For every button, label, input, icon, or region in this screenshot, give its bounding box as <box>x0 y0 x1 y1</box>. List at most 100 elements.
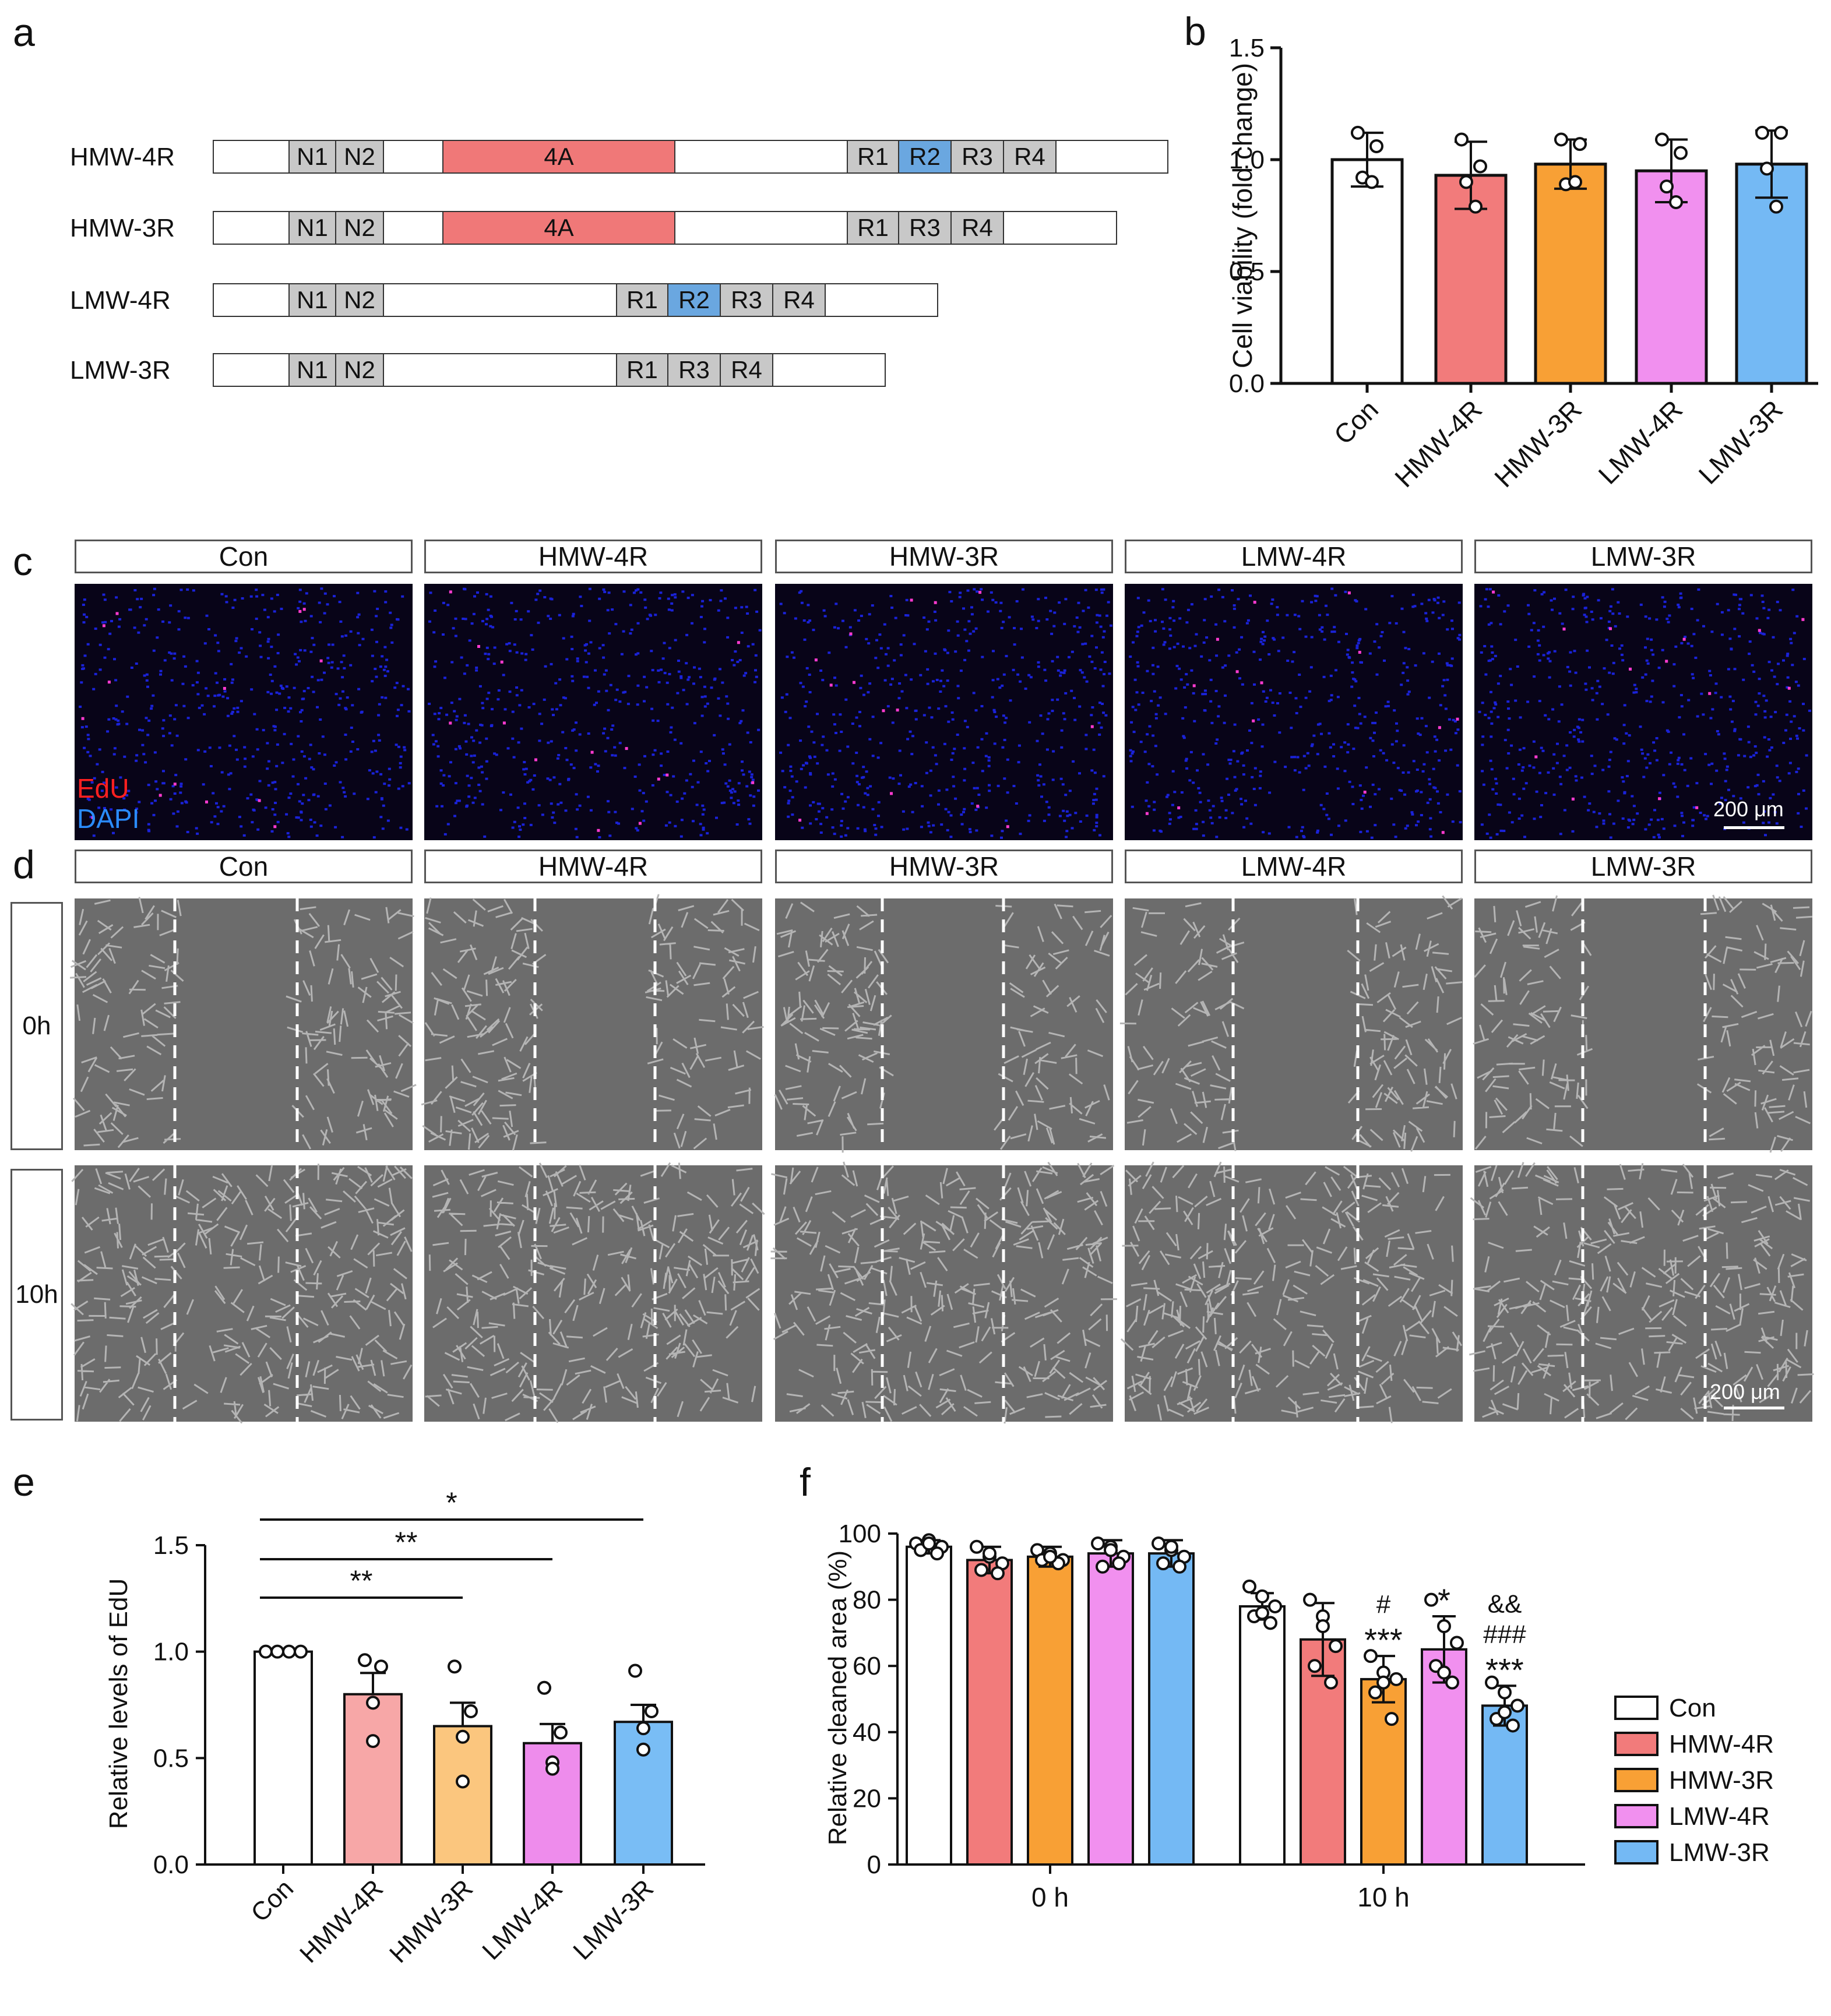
y-tick-label: 100 <box>839 1520 881 1548</box>
data-point <box>282 1644 296 1659</box>
y-tick-label: 80 <box>853 1586 881 1615</box>
y-tick-label: 1.5 <box>153 1531 189 1560</box>
data-point <box>922 1536 936 1551</box>
data-point <box>1573 137 1587 151</box>
y-tick-label: 0.0 <box>1229 369 1265 398</box>
data-point <box>1255 1606 1269 1620</box>
wound-image-1-4 <box>1469 1162 1814 1422</box>
data-point <box>1389 1672 1403 1686</box>
cells <box>1119 895 1463 1152</box>
data-point <box>1510 1698 1524 1713</box>
panel-letter-e: e <box>13 1460 35 1504</box>
data-point <box>1096 1559 1110 1574</box>
domain-n2: N2 <box>336 284 384 316</box>
y-tick-label: 40 <box>853 1718 881 1747</box>
wound-image-bg <box>424 898 762 1150</box>
data-point <box>270 1644 284 1659</box>
significance-mark: * <box>1438 1582 1450 1619</box>
data-point <box>983 1546 997 1561</box>
edu-cond-hmw3r: HMW-3R <box>775 540 1113 573</box>
data-point <box>1164 1539 1178 1554</box>
schema-label-lmw4r: LMW-4R <box>70 286 171 315</box>
data-point <box>1760 161 1774 176</box>
schema-bar-hmw4r: N1 N2 4A R1 R2 R3 R4 <box>213 140 1168 174</box>
data-point <box>1498 1705 1512 1719</box>
legend-swatch <box>1614 1696 1659 1720</box>
edu-image-bg <box>424 584 762 840</box>
wound-scale-label: 200 μm <box>1710 1380 1780 1404</box>
data-point <box>456 1774 470 1789</box>
domain-r3: R3 <box>668 354 721 386</box>
edu-image-1 <box>424 584 762 840</box>
data-point <box>1242 1579 1256 1594</box>
cells <box>1473 894 1813 1153</box>
data-point <box>1043 1549 1057 1564</box>
panel-letter-d: d <box>13 843 35 887</box>
data-point <box>1674 146 1688 160</box>
cells <box>421 894 764 1151</box>
domain-4a: 4A <box>442 212 675 244</box>
cells <box>1120 1161 1463 1423</box>
wound-image-1-0 <box>71 1164 413 1424</box>
wound-images <box>70 894 1814 1424</box>
wound-cond-lmw3r: LMW-3R <box>1474 850 1812 883</box>
data-point <box>974 1563 988 1577</box>
wound-image-1-2 <box>770 1161 1117 1424</box>
bar-Con-0 <box>906 1545 952 1866</box>
x-tick-label: HMW-4R <box>294 1874 389 1968</box>
wound-image-0-4 <box>1473 894 1813 1153</box>
domain-r4: R4 <box>1004 141 1057 172</box>
dapi-nuclei <box>428 587 762 838</box>
cells <box>70 897 417 1150</box>
domain-r3: R3 <box>952 141 1004 172</box>
data-point <box>1365 175 1379 189</box>
data-point <box>1755 125 1769 140</box>
data-point <box>358 1653 372 1668</box>
significance-mark: # <box>1376 1590 1391 1619</box>
bar-LMW-3R-0 <box>1148 1552 1195 1866</box>
panel-letter-b: b <box>1184 9 1206 54</box>
data-point <box>645 1704 659 1718</box>
bar-Con <box>253 1650 313 1866</box>
data-point <box>1554 132 1568 147</box>
schema-label-lmw3r: LMW-3R <box>70 356 171 385</box>
panel-letter-f: f <box>800 1460 811 1504</box>
significance-mark: ### <box>1483 1620 1526 1648</box>
edu-image-bg <box>75 584 413 840</box>
y-axis-label: Cell viability (fold change) <box>1227 63 1258 368</box>
data-point <box>1268 1599 1282 1613</box>
data-point <box>1437 1619 1451 1634</box>
data-point <box>1351 125 1365 140</box>
x-group-label: 10 h <box>1357 1882 1410 1912</box>
domain-n2: N2 <box>336 212 384 244</box>
wound-image-0-3 <box>1119 895 1463 1152</box>
data-point <box>1156 1556 1170 1571</box>
data-point <box>1774 125 1788 140</box>
edu-cond-hmw4r: HMW-4R <box>424 540 762 573</box>
edu-image-2 <box>775 584 1113 840</box>
domain-r2: R2 <box>899 141 952 172</box>
edu-image-bg <box>1125 584 1463 840</box>
data-point <box>545 1761 559 1776</box>
data-point <box>1112 1556 1126 1571</box>
legend-swatch <box>1614 1768 1659 1792</box>
x-tick-label: LMW-4R <box>477 1874 568 1965</box>
data-point <box>537 1680 551 1695</box>
x-tick-label: LMW-3R <box>1693 394 1788 489</box>
schema-bar-lmw3r: N1 N2 R1 R3 R4 <box>213 353 886 387</box>
bar-HMW-3R-0 <box>1027 1555 1073 1866</box>
x-tick-label: LMW-4R <box>1593 394 1688 489</box>
bar-HMW-4R <box>343 1693 403 1866</box>
data-point <box>1445 1675 1459 1690</box>
domain-n1: N1 <box>288 141 336 172</box>
wound-image-bg <box>775 1165 1113 1422</box>
cells <box>1469 1162 1814 1421</box>
domain-r2: R2 <box>668 284 721 316</box>
dapi-nuclei <box>1478 588 1811 839</box>
data-point <box>1506 1718 1520 1733</box>
schema-bar-lmw4r: N1 N2 R1 R2 R3 R4 <box>213 283 938 317</box>
wound-cond-hmw3r: HMW-3R <box>775 850 1113 883</box>
